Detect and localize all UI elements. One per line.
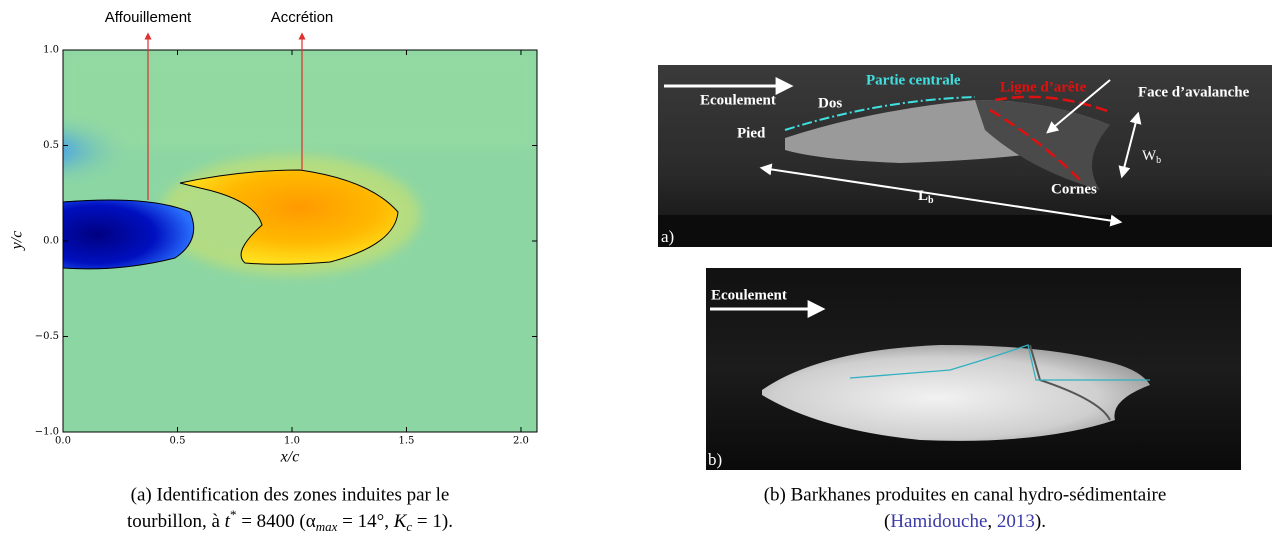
x-tick-label: 0.5 — [170, 436, 186, 447]
photo-label: Dos — [818, 95, 842, 111]
caption-text: ( — [884, 511, 890, 532]
caption-text: max — [316, 519, 338, 534]
panel-label: b) — [708, 450, 722, 469]
photo-label: Wb — [1142, 148, 1161, 166]
x-tick-label: 1.5 — [399, 436, 415, 447]
axes-ticks: 0.0 0.5 1.0 1.5 2.0 −1.0 −0.5 0.0 0.5 1.0 — [35, 45, 537, 447]
field-map — [63, 50, 537, 432]
y-tick-label: 0.0 — [43, 236, 59, 247]
label-part: L — [918, 188, 928, 204]
caption-text: c — [406, 519, 412, 534]
caption-text: , — [987, 511, 997, 532]
citation-link[interactable]: 2013 — [997, 511, 1035, 532]
annotation: Accrétion — [271, 9, 334, 26]
caption-text: tourbillon, à — [127, 511, 225, 532]
label-part: b — [928, 195, 934, 206]
x-axis-label: x/c — [280, 449, 300, 466]
caption-text: ). — [1035, 511, 1046, 532]
caption-text: = 14°, — [337, 511, 393, 532]
caption-text: K — [393, 511, 408, 532]
photo-label: Face d’avalanche — [1138, 84, 1250, 100]
panel-label: a) — [661, 227, 674, 246]
y-tick-label: −1.0 — [35, 427, 59, 438]
photo-label: Ecoulement — [700, 92, 776, 108]
label-part: W — [1142, 148, 1157, 164]
photo-a: Ecoulement Dos Partie centrale Ligne d’a… — [658, 65, 1272, 247]
caption-text: t — [225, 511, 231, 532]
y-tick-label: −0.5 — [35, 331, 59, 342]
photo-label: Lb — [918, 188, 934, 206]
x-tick-label: 0.0 — [55, 436, 71, 447]
caption: tourbillon, à t* = 8400 (αmax = 14°, Kc … — [127, 507, 453, 534]
y-tick-label: 1.0 — [43, 45, 59, 56]
caption: (a) Identification des zones induites pa… — [131, 484, 450, 505]
photo-label: Ligne d’arête — [1000, 79, 1087, 95]
caption: (Hamidouche, 2013). — [884, 511, 1046, 532]
photo-label: Partie centrale — [866, 72, 961, 88]
annotation: Affouillement — [105, 9, 192, 26]
x-tick-label: 1.0 — [284, 436, 300, 447]
caption-text: * — [230, 507, 237, 522]
photo-label: Cornes — [1051, 181, 1097, 197]
y-axis-label: y/c — [9, 231, 26, 252]
y-tick-label: 0.5 — [43, 140, 59, 151]
photo-label: Pied — [737, 125, 766, 141]
caption-text: = 1). — [412, 511, 453, 532]
photo-label: Ecoulement — [711, 287, 787, 303]
caption-text: = 8400 (α — [236, 511, 315, 532]
photo-b: Ecoulement b) — [706, 268, 1241, 470]
label-part: b — [1156, 155, 1161, 166]
x-tick-label: 2.0 — [513, 436, 529, 447]
citation-link[interactable]: Hamidouche — [890, 511, 987, 532]
caption: (b) Barkhanes produites en canal hydro-s… — [764, 484, 1167, 505]
